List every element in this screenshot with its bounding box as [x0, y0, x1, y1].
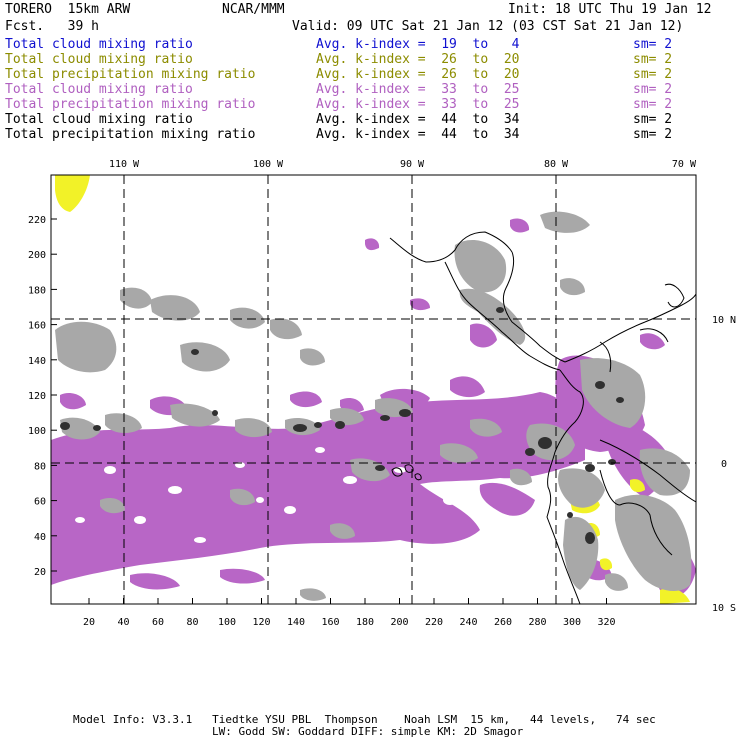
- x-tick-label: 40: [117, 617, 129, 628]
- organization: NCAR/MMM: [222, 2, 285, 17]
- y-tick-label: 200: [28, 250, 46, 261]
- legend-smoothing: sm= 2: [633, 67, 673, 82]
- axis-ticks: [51, 218, 607, 604]
- forecast-fields: [51, 175, 696, 604]
- longitude-label: 100 W: [253, 159, 284, 170]
- y-tick-labels: 20 40 60 80 100 120 140 160 180 200 220: [28, 215, 46, 578]
- legend-kindex: Avg. k-index = 33 to 25: [316, 82, 520, 97]
- y-tick-label: 80: [34, 461, 46, 472]
- legend-field: Total precipitation mixing ratio: [5, 97, 256, 112]
- x-tick-label: 60: [152, 617, 164, 628]
- x-tick-label: 80: [186, 617, 198, 628]
- x-tick-label: 240: [459, 617, 477, 628]
- x-tick-label: 280: [528, 617, 546, 628]
- legend-smoothing: sm= 2: [633, 82, 673, 97]
- legend-smoothing: sm= 2: [633, 127, 673, 142]
- x-tick-labels: 20 40 60 80 100 120 140 160 180 200 220 240 260 280 30…: [83, 617, 616, 628]
- longitude-label: 90 W: [400, 159, 425, 170]
- x-tick-label: 100: [218, 617, 236, 628]
- legend-kindex: Avg. k-index = 26 to 20: [316, 52, 520, 67]
- y-tick-label: 140: [28, 356, 46, 367]
- y-tick-label: 220: [28, 215, 46, 226]
- x-tick-label: 220: [425, 617, 443, 628]
- init-time: Init: 18 UTC Thu 19 Jan 12: [508, 2, 712, 17]
- legend-kindex: Avg. k-index = 26 to 20: [316, 67, 520, 82]
- latitude-label: 10 N: [712, 315, 736, 326]
- legend-row: Total precipitation mixing ratio Avg. k-…: [5, 97, 735, 112]
- longitude-labels: 110 W 100 W 90 W 80 W 70 W: [109, 159, 697, 170]
- plot-frame: [50, 174, 697, 605]
- legend-row: Total cloud mixing ratio Avg. k-index = …: [5, 112, 735, 127]
- model-info: Model Info: V3.3.1 Tiedtke YSU PBL Thomp…: [73, 713, 656, 726]
- legend-row: Total precipitation mixing ratio Avg. k-…: [5, 127, 735, 142]
- dark-cores: [60, 307, 624, 544]
- legend-kindex: Avg. k-index = 19 to 4: [316, 37, 520, 52]
- legend-row: Total cloud mixing ratio Avg. k-index = …: [5, 52, 735, 67]
- legend-field: Total precipitation mixing ratio: [5, 67, 256, 82]
- longitude-label: 110 W: [109, 159, 140, 170]
- latitude-label: 10 S: [712, 603, 736, 614]
- y-tick-label: 40: [34, 532, 46, 543]
- x-tick-label: 320: [597, 617, 615, 628]
- gray-field: [55, 211, 692, 601]
- legend-field: Total precipitation mixing ratio: [5, 127, 256, 142]
- y-tick-label: 60: [34, 497, 46, 508]
- field-gaps: [75, 447, 457, 543]
- y-tick-label: 120: [28, 391, 46, 402]
- valid-time: Valid: 09 UTC Sat 21 Jan 12 (03 CST Sat …: [292, 19, 684, 34]
- physics-info: LW: Godd SW: Goddard DIFF: simple KM: 2D…: [212, 725, 524, 738]
- model-title: TORERO 15km ARW: [5, 2, 131, 17]
- longitude-label: 70 W: [672, 159, 697, 170]
- legend-row: Total cloud mixing ratio Avg. k-index = …: [5, 82, 735, 97]
- legend-row: Total precipitation mixing ratio Avg. k-…: [5, 67, 735, 82]
- legend-smoothing: sm= 2: [633, 52, 673, 67]
- latitude-label: 0: [721, 459, 727, 470]
- x-tick-label: 20: [83, 617, 95, 628]
- legend-kindex: Avg. k-index = 33 to 25: [316, 97, 520, 112]
- legend-smoothing: sm= 2: [633, 112, 673, 127]
- x-tick-label: 160: [321, 617, 339, 628]
- legend-field: Total cloud mixing ratio: [5, 112, 193, 127]
- x-tick-label: 180: [356, 617, 374, 628]
- lat-lon-grid: [51, 175, 696, 604]
- legend-kindex: Avg. k-index = 44 to 34: [316, 112, 520, 127]
- longitude-label: 80 W: [544, 159, 569, 170]
- latitude-labels: 10 N 0 10 S: [712, 315, 736, 614]
- y-tick-label: 180: [28, 285, 46, 296]
- legend-row: Total cloud mixing ratio Avg. k-index = …: [5, 37, 735, 52]
- x-tick-label: 140: [287, 617, 305, 628]
- legend-field: Total cloud mixing ratio: [5, 52, 193, 67]
- legend-field: Total cloud mixing ratio: [5, 82, 193, 97]
- x-tick-label: 200: [390, 617, 408, 628]
- x-tick-label: 260: [494, 617, 512, 628]
- x-tick-label: 300: [563, 617, 581, 628]
- coastlines: [389, 231, 696, 604]
- y-tick-label: 160: [28, 321, 46, 332]
- legend-smoothing: sm= 2: [633, 97, 673, 112]
- y-tick-label: 20: [34, 567, 46, 578]
- x-tick-label: 120: [252, 617, 270, 628]
- legend-smoothing: sm= 2: [633, 37, 673, 52]
- legend-kindex: Avg. k-index = 44 to 34: [316, 127, 520, 142]
- legend-field: Total cloud mixing ratio: [5, 37, 193, 52]
- y-tick-label: 100: [28, 426, 46, 437]
- forecast-hour: Fcst. 39 h: [5, 19, 99, 34]
